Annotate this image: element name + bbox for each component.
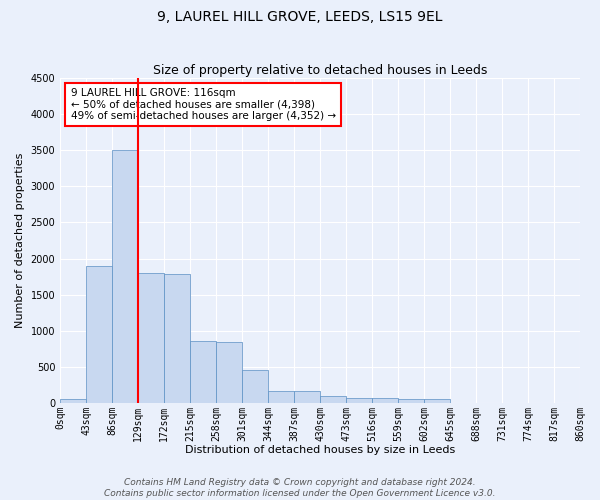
Bar [112,150,138,403]
Bar [86,266,112,403]
Bar [190,342,216,403]
Bar [164,274,190,403]
Bar [372,398,398,403]
Bar [424,399,450,403]
Bar [346,398,372,403]
Text: 9, LAUREL HILL GROVE, LEEDS, LS15 9EL: 9, LAUREL HILL GROVE, LEEDS, LS15 9EL [157,10,443,24]
Text: 9 LAUREL HILL GROVE: 116sqm
← 50% of detached houses are smaller (4,398)
49% of : 9 LAUREL HILL GROVE: 116sqm ← 50% of det… [71,88,335,121]
X-axis label: Distribution of detached houses by size in Leeds: Distribution of detached houses by size … [185,445,455,455]
Bar [294,390,320,403]
Bar [320,396,346,403]
Bar [60,399,86,403]
Text: Contains HM Land Registry data © Crown copyright and database right 2024.
Contai: Contains HM Land Registry data © Crown c… [104,478,496,498]
Bar [242,370,268,403]
Bar [398,399,424,403]
Y-axis label: Number of detached properties: Number of detached properties [15,153,25,328]
Bar [216,342,242,403]
Title: Size of property relative to detached houses in Leeds: Size of property relative to detached ho… [153,64,487,77]
Bar [268,390,294,403]
Bar [138,273,164,403]
